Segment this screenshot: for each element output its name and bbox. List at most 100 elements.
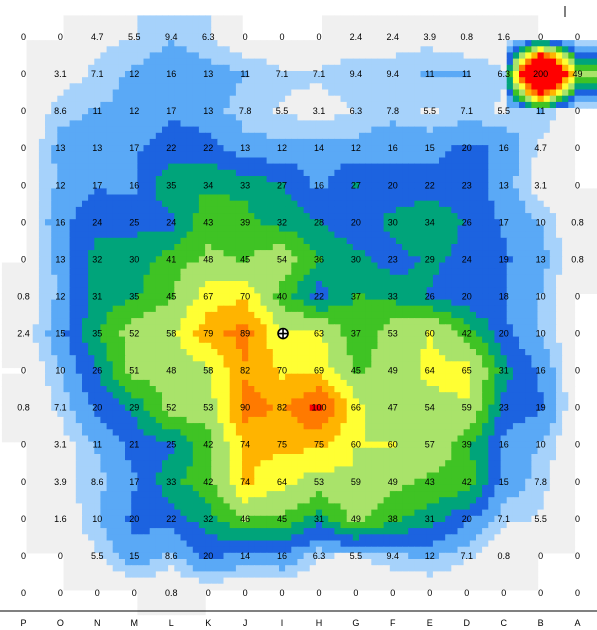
heatmap-cell bbox=[51, 330, 58, 338]
heatmap-cell bbox=[389, 194, 397, 202]
heatmap-cell bbox=[340, 95, 348, 103]
heatmap-cell bbox=[365, 250, 372, 257]
heatmap-cell bbox=[45, 126, 52, 134]
heatmap-cell bbox=[531, 40, 539, 47]
heatmap-cell bbox=[118, 163, 126, 171]
heatmap-cell bbox=[32, 287, 40, 294]
heatmap-cell bbox=[322, 213, 329, 220]
heatmap-cell bbox=[531, 27, 539, 35]
heatmap-cell bbox=[223, 318, 231, 325]
heatmap-cell bbox=[580, 268, 588, 276]
heatmap-cell bbox=[395, 311, 403, 319]
heatmap-cell bbox=[525, 169, 532, 177]
heatmap-cell bbox=[389, 287, 397, 294]
heatmap-cell bbox=[118, 318, 126, 325]
heatmap-cell bbox=[279, 114, 286, 121]
heatmap-cell bbox=[525, 225, 532, 233]
heatmap-cell bbox=[106, 293, 114, 301]
heatmap-cell bbox=[32, 250, 40, 257]
heatmap-cell bbox=[131, 213, 138, 220]
heatmap-cell bbox=[420, 126, 428, 134]
heatmap-cell bbox=[106, 349, 114, 356]
heatmap-cell bbox=[463, 145, 471, 152]
heatmap-cell bbox=[389, 95, 397, 103]
heatmap-cell bbox=[20, 305, 28, 313]
heatmap-cell bbox=[229, 145, 237, 152]
heatmap-cell bbox=[469, 342, 477, 350]
heatmap-cell bbox=[112, 83, 120, 91]
heatmap-cell bbox=[82, 21, 89, 29]
heatmap-cell bbox=[20, 281, 28, 288]
heatmap-cell bbox=[168, 83, 175, 91]
heatmap-cell bbox=[1, 299, 9, 307]
heatmap-cell bbox=[531, 342, 539, 350]
heatmap-cell bbox=[395, 244, 403, 251]
heatmap-cell bbox=[574, 64, 582, 72]
heatmap-cell bbox=[229, 151, 237, 159]
heatmap-cell bbox=[88, 27, 95, 35]
heatmap-cell bbox=[14, 324, 21, 332]
heatmap-cell bbox=[168, 77, 175, 84]
heatmap-cell bbox=[229, 33, 237, 41]
heatmap-cell bbox=[543, 71, 551, 78]
heatmap-cell bbox=[162, 274, 169, 282]
heatmap-cell bbox=[439, 89, 446, 97]
heatmap-cell bbox=[315, 206, 323, 214]
heatmap-cell bbox=[451, 219, 459, 226]
heatmap-cell bbox=[291, 342, 299, 350]
heatmap-cell bbox=[94, 126, 102, 134]
heatmap-cell bbox=[395, 268, 403, 276]
heatmap-cell bbox=[205, 342, 212, 350]
heatmap-cell bbox=[383, 151, 391, 159]
heatmap-cell bbox=[469, 52, 477, 60]
heatmap-cell bbox=[543, 311, 551, 319]
heatmap-cell bbox=[586, 213, 594, 220]
heatmap-cell bbox=[180, 293, 188, 301]
heatmap-cell bbox=[420, 330, 428, 338]
heatmap-cell bbox=[266, 145, 274, 152]
heatmap-cell bbox=[88, 274, 95, 282]
heatmap-cell bbox=[451, 15, 459, 23]
heatmap-cell bbox=[174, 268, 182, 276]
heatmap-cell bbox=[205, 145, 212, 152]
heatmap-cell bbox=[254, 256, 262, 264]
heatmap-cell bbox=[556, 311, 563, 319]
heatmap-cell bbox=[519, 268, 526, 276]
heatmap-cell bbox=[69, 268, 77, 276]
heatmap-cell bbox=[451, 176, 459, 183]
heatmap-cell bbox=[402, 46, 409, 54]
heatmap-cell bbox=[279, 58, 286, 66]
heatmap-cell bbox=[106, 83, 114, 91]
heatmap-cell bbox=[291, 101, 299, 109]
heatmap-cell bbox=[26, 231, 34, 239]
heatmap-cell bbox=[168, 250, 175, 257]
heatmap-cell bbox=[131, 206, 138, 214]
heatmap-cell bbox=[192, 89, 200, 97]
heatmap-cell bbox=[352, 145, 360, 152]
heatmap-cell bbox=[229, 188, 237, 196]
heatmap-cell bbox=[340, 89, 348, 97]
heatmap-cell bbox=[506, 237, 514, 245]
heatmap-cell bbox=[260, 268, 268, 276]
heatmap-cell bbox=[328, 21, 335, 29]
heatmap-cell bbox=[217, 250, 225, 257]
heatmap-cell bbox=[223, 250, 231, 257]
heatmap-cell bbox=[315, 176, 323, 183]
heatmap-cell bbox=[45, 299, 52, 307]
heatmap-cell bbox=[592, 244, 597, 251]
heatmap-cell bbox=[174, 52, 182, 60]
heatmap-cell bbox=[408, 27, 415, 35]
heatmap-cell bbox=[315, 225, 323, 233]
heatmap-cell bbox=[69, 318, 77, 325]
heatmap-cell bbox=[476, 244, 483, 251]
heatmap-cell bbox=[476, 176, 483, 183]
heatmap-cell bbox=[549, 126, 557, 134]
heatmap-cell bbox=[451, 157, 459, 165]
heatmap-cell bbox=[94, 188, 102, 196]
heatmap-cell bbox=[63, 182, 71, 189]
heatmap-cell bbox=[346, 324, 354, 332]
heatmap-cell bbox=[242, 64, 249, 72]
heatmap-cell bbox=[512, 176, 520, 183]
heatmap-cell bbox=[482, 324, 489, 332]
heatmap-cell bbox=[568, 132, 576, 140]
